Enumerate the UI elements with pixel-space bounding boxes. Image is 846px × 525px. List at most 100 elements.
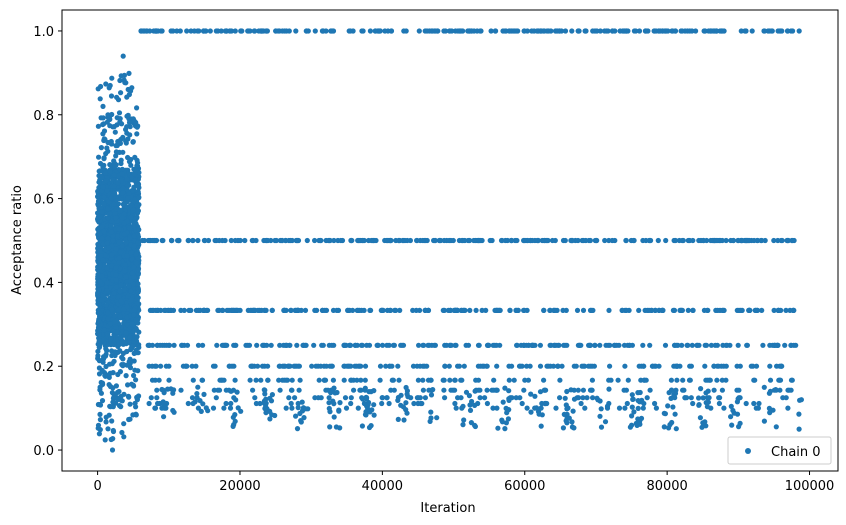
data-point: [619, 307, 625, 313]
data-point: [133, 260, 140, 267]
data-point: [119, 340, 125, 346]
data-point: [372, 28, 379, 34]
data-point: [136, 393, 142, 399]
data-point: [689, 342, 695, 348]
data-point: [656, 307, 662, 313]
data-point: [420, 387, 426, 393]
data-point: [680, 377, 686, 383]
data-point: [111, 172, 117, 178]
data-point: [472, 402, 478, 408]
data-point: [462, 237, 468, 244]
data-point: [528, 391, 534, 397]
data-point: [113, 272, 119, 278]
data-point: [293, 413, 299, 419]
data-point: [536, 411, 542, 417]
data-point: [500, 399, 506, 405]
data-point: [121, 72, 127, 78]
y-tick-label: 1.0: [33, 25, 54, 40]
data-point: [456, 363, 462, 369]
data-point: [477, 395, 483, 401]
data-point: [97, 411, 103, 417]
data-point: [134, 203, 140, 209]
x-tick-label: 100000: [785, 479, 835, 494]
data-point: [103, 151, 109, 157]
data-point: [170, 407, 176, 414]
data-point: [712, 342, 718, 348]
data-point: [514, 237, 520, 244]
data-point: [295, 363, 301, 369]
data-point: [449, 28, 455, 34]
data-point: [528, 409, 534, 415]
data-point: [222, 237, 228, 244]
data-point: [129, 270, 135, 276]
data-point: [354, 377, 360, 383]
data-point: [96, 179, 102, 185]
data-point: [108, 335, 114, 342]
data-point: [396, 237, 402, 244]
data-point: [621, 387, 627, 393]
data-point: [779, 28, 785, 34]
data-point: [597, 342, 603, 348]
data-point: [151, 237, 157, 244]
data-point: [232, 28, 238, 34]
data-point: [711, 363, 717, 369]
data-point: [791, 342, 797, 348]
data-point: [247, 28, 253, 34]
data-point: [506, 396, 512, 402]
y-tick-label: 0.0: [33, 444, 54, 459]
data-point: [155, 400, 161, 407]
data-point: [602, 419, 609, 425]
data-point: [159, 28, 165, 34]
data-point: [96, 431, 102, 437]
data-point: [624, 400, 630, 407]
data-point: [633, 28, 639, 34]
data-point: [107, 321, 114, 327]
data-point: [253, 400, 259, 407]
data-point: [743, 400, 749, 407]
data-point: [110, 399, 116, 405]
data-point: [431, 342, 437, 348]
data-point: [479, 307, 485, 313]
data-point: [223, 400, 229, 407]
data-point: [704, 404, 711, 410]
data-point: [562, 237, 568, 244]
data-point: [469, 28, 475, 34]
data-point: [629, 392, 635, 398]
data-point: [547, 307, 553, 313]
data-point: [312, 28, 318, 34]
data-point: [621, 342, 628, 348]
data-point: [112, 163, 118, 170]
data-point: [161, 414, 167, 420]
data-point: [575, 387, 581, 393]
data-point: [714, 28, 720, 34]
data-point: [496, 307, 503, 313]
data-point: [669, 419, 675, 426]
x-axis-ticks: 0 20000 40000 60000 80000 100000: [93, 471, 834, 494]
data-point: [164, 342, 170, 348]
data-point: [97, 96, 103, 102]
data-point: [124, 130, 130, 136]
data-point: [762, 28, 768, 34]
data-point: [108, 195, 114, 201]
data-point: [132, 154, 138, 160]
data-point: [148, 395, 154, 401]
data-point: [95, 123, 101, 129]
data-point: [563, 402, 569, 408]
data-point: [503, 420, 509, 426]
data-point: [120, 185, 126, 191]
data-point: [117, 313, 123, 319]
data-point: [200, 401, 206, 407]
data-point: [330, 377, 336, 383]
data-point: [104, 302, 110, 308]
data-point: [772, 342, 778, 348]
data-point: [158, 307, 164, 313]
data-point: [609, 237, 615, 244]
data-point: [728, 403, 734, 409]
data-point: [377, 28, 383, 34]
data-point: [766, 405, 773, 411]
data-point: [286, 28, 292, 34]
data-point: [640, 342, 646, 348]
data-point: [224, 342, 230, 348]
data-point: [673, 363, 679, 369]
data-point: [149, 363, 155, 369]
